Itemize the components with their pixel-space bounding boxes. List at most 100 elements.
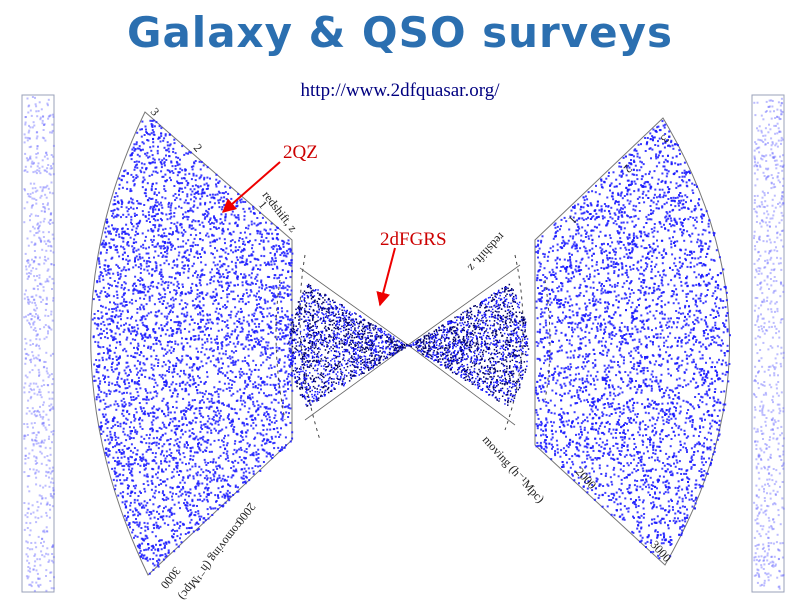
survey-point [216,249,219,252]
survey-point [281,269,284,272]
survey-point [111,361,114,364]
survey-point [46,157,49,160]
survey-point [47,330,49,333]
survey-point [153,235,155,238]
survey-point [163,188,166,191]
survey-point [240,449,243,451]
survey-point [144,235,147,238]
survey-point [205,390,207,393]
survey-point [160,324,163,327]
survey-point [769,345,772,348]
survey-point [159,161,162,163]
survey-point [28,272,31,274]
survey-point [141,256,144,259]
survey-point [247,395,249,398]
survey-point [116,441,118,444]
survey-point [36,333,39,336]
survey-point [215,185,218,188]
survey-point [199,391,202,394]
survey-point [165,541,168,544]
survey-point [156,392,159,395]
survey-point [115,231,118,234]
survey-point [42,379,45,382]
survey-point [229,370,232,372]
survey-point [232,361,234,364]
survey-point [123,286,126,289]
survey-point [254,386,257,389]
survey-point [111,382,114,385]
survey-point [202,298,205,300]
survey-point [167,281,170,284]
survey-point [206,375,209,378]
survey-point [153,303,156,306]
survey-point [753,559,756,562]
survey-point [767,368,770,371]
survey-point [272,442,275,445]
survey-point [48,424,51,426]
survey-point [138,253,141,256]
survey-point [45,296,48,299]
survey-point [142,305,145,308]
survey-point [127,511,129,514]
survey-point [130,158,133,161]
survey-point [165,306,168,309]
survey-point [758,359,761,362]
survey-point [218,474,221,477]
survey-point [131,338,134,341]
survey-point [43,217,46,220]
survey-point [35,546,38,549]
survey-point [775,480,778,483]
survey-point [115,471,118,474]
survey-point [280,427,282,430]
survey-point [771,336,774,339]
survey-point [26,319,29,322]
survey-point [778,407,781,410]
survey-point [163,493,166,496]
survey-point [215,173,218,176]
survey-point [759,254,762,257]
survey-point [202,330,205,333]
survey-point [43,384,46,386]
survey-point [284,355,287,358]
survey-point [755,563,758,566]
survey-point [29,272,32,275]
survey-point [174,193,177,195]
survey-point [203,183,206,186]
survey-point [154,224,157,227]
survey-point [149,433,151,436]
survey-point [199,495,202,497]
survey-point [770,555,773,558]
survey-point [169,243,172,246]
survey-point [195,251,198,254]
survey-point [241,238,244,240]
survey-point [168,232,171,235]
survey-point [756,514,759,517]
survey-point [771,479,774,482]
survey-point [189,248,192,251]
survey-point [780,197,783,200]
survey-point [159,217,162,220]
survey-point [194,191,197,194]
survey-point [141,186,144,189]
survey-point [776,427,779,430]
survey-point [214,472,217,475]
survey-point [207,321,210,324]
survey-point [269,383,272,386]
survey-point [109,301,111,304]
survey-point [198,401,201,404]
survey-point [781,169,784,172]
survey-point [168,155,171,158]
survey-point [207,220,210,223]
survey-point [266,438,269,441]
survey-point [778,412,781,415]
survey-point [150,281,153,284]
survey-point [255,453,258,456]
survey-point [760,459,763,461]
survey-point [254,436,257,439]
survey-point [183,153,186,156]
survey-point [775,280,778,282]
survey-point [189,503,192,506]
survey-point [270,421,273,424]
survey-point [759,584,762,587]
survey-point [108,393,111,395]
